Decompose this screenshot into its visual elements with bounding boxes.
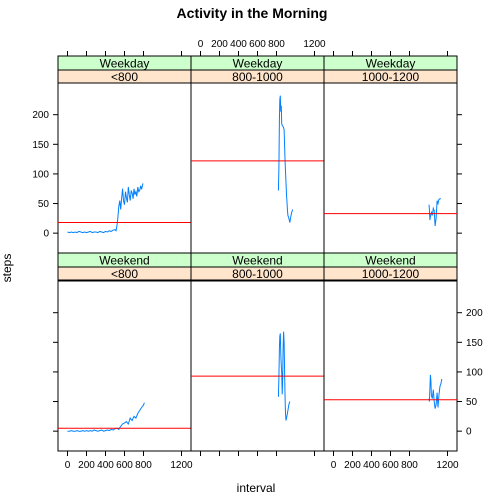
y-tick-label: 100: [466, 367, 483, 378]
strip-day-label: Weekend: [232, 254, 282, 268]
x-tick-label: 0: [65, 460, 71, 471]
y-tick-label: 0: [466, 427, 472, 438]
x-tick-label: 800: [268, 39, 285, 50]
strip-range-label: 800-1000: [232, 267, 283, 281]
strip-range-label: <800: [111, 70, 138, 84]
y-tick-label: 50: [38, 199, 50, 210]
x-tick-label: 0: [331, 460, 337, 471]
y-tick-label: 150: [466, 338, 483, 349]
y-tick-label: 200: [32, 110, 49, 121]
strip-range-label: 1000-1200: [362, 267, 420, 281]
y-tick-label: 100: [32, 169, 49, 180]
x-tick-label: 1200: [170, 460, 193, 471]
strip-day-label: Weekend: [99, 254, 149, 268]
series-line: [428, 374, 443, 409]
strip-range-label: 800-1000: [232, 70, 283, 84]
x-tick-label: 400: [363, 460, 380, 471]
y-tick-label: 0: [43, 229, 49, 240]
strip-range-label: <800: [111, 267, 138, 281]
x-tick-label: 400: [97, 460, 114, 471]
x-axis-label: interval: [237, 481, 276, 495]
x-tick-label: 800: [401, 460, 418, 471]
y-tick-label: 150: [32, 140, 49, 151]
x-tick-label: 600: [382, 460, 399, 471]
chart-title: Activity in the Morning: [177, 5, 328, 21]
x-tick-label: 1200: [303, 39, 326, 50]
x-tick-label: 200: [211, 39, 228, 50]
strip-range-label: 1000-1200: [362, 70, 420, 84]
x-tick-label: 0: [198, 39, 204, 50]
series-line: [428, 198, 441, 227]
series-line: [67, 402, 145, 432]
strip-range-bg: [323, 266, 458, 281]
x-tick-label: 600: [116, 460, 133, 471]
panel-4: Weekend<800: [57, 252, 192, 452]
strip-day-label: Weekend: [365, 254, 415, 268]
x-tick-label: 200: [344, 460, 361, 471]
y-axis-label: steps: [0, 254, 14, 283]
strip-day-label: Weekday: [233, 57, 283, 71]
series-line: [277, 331, 291, 421]
series-line: [277, 95, 294, 223]
strip-day-label: Weekday: [366, 57, 416, 71]
x-tick-label: 800: [135, 460, 152, 471]
x-tick-label: 600: [249, 39, 266, 50]
x-tick-label: 400: [230, 39, 247, 50]
x-tick-label: 200: [78, 460, 95, 471]
strip-day-label: Weekday: [100, 57, 150, 71]
y-tick-label: 50: [466, 397, 478, 408]
y-tick-label: 200: [466, 308, 483, 319]
panels-group: Weekday<800Weekday800-1000Weekday1000-12…: [32, 39, 483, 471]
x-tick-label: 1200: [436, 460, 459, 471]
